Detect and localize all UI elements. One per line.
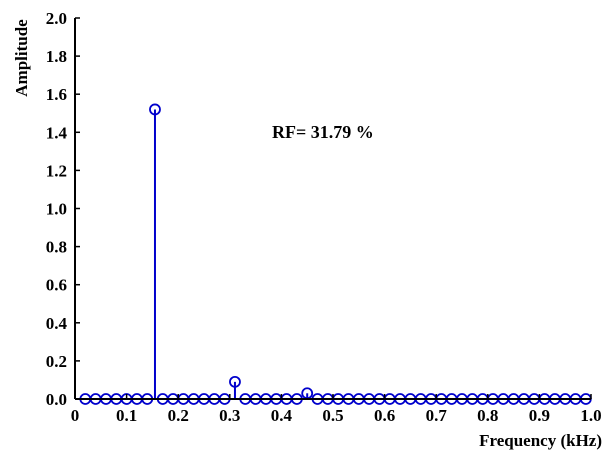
x-tick-label: 0.2	[168, 406, 189, 425]
x-tick-label: 0.3	[219, 406, 240, 425]
y-axis-ticks: 0.0 0.2 0.4 0.6 0.8 1.0 1.2 1.4 1.6 1.8 2.0	[46, 9, 80, 409]
x-tick-label: 0.9	[529, 406, 550, 425]
y-tick-label: 1.2	[46, 161, 67, 180]
x-tick-label: 1.0	[580, 406, 601, 425]
y-tick-label: 0.0	[46, 390, 67, 409]
y-tick-label: 0.2	[46, 352, 67, 371]
y-tick-label: 2.0	[46, 9, 67, 28]
y-tick-label: 0.8	[46, 238, 67, 257]
x-tick-label: 0	[71, 406, 80, 425]
x-axis-title: Frequency (kHz)	[479, 431, 602, 450]
y-tick-label: 0.6	[46, 276, 67, 295]
rf-annotation: RF= 31.79 %	[272, 122, 374, 142]
x-tick-label: 0.1	[116, 406, 137, 425]
stem-marker	[149, 103, 161, 116]
y-tick-label: 1.6	[46, 85, 67, 104]
x-tick-label: 0.8	[477, 406, 498, 425]
stem-marker	[229, 375, 241, 388]
x-tick-label: 0.4	[271, 406, 293, 425]
y-tick-label: 1.0	[46, 200, 67, 219]
x-tick-label: 0.5	[322, 406, 343, 425]
x-tick-label: 0.6	[374, 406, 395, 425]
y-tick-label: 1.8	[46, 47, 67, 66]
stem-series	[79, 103, 592, 405]
y-tick-label: 0.4	[46, 314, 68, 333]
y-tick-label: 1.4	[46, 123, 68, 142]
y-axis-title: Amplitude	[12, 19, 31, 97]
x-tick-label: 0.7	[426, 406, 448, 425]
x-axis-ticks: 0 0.1 0.2 0.3 0.4 0.5 0.6 0.7 0.8 0.9 1.0	[71, 394, 602, 425]
